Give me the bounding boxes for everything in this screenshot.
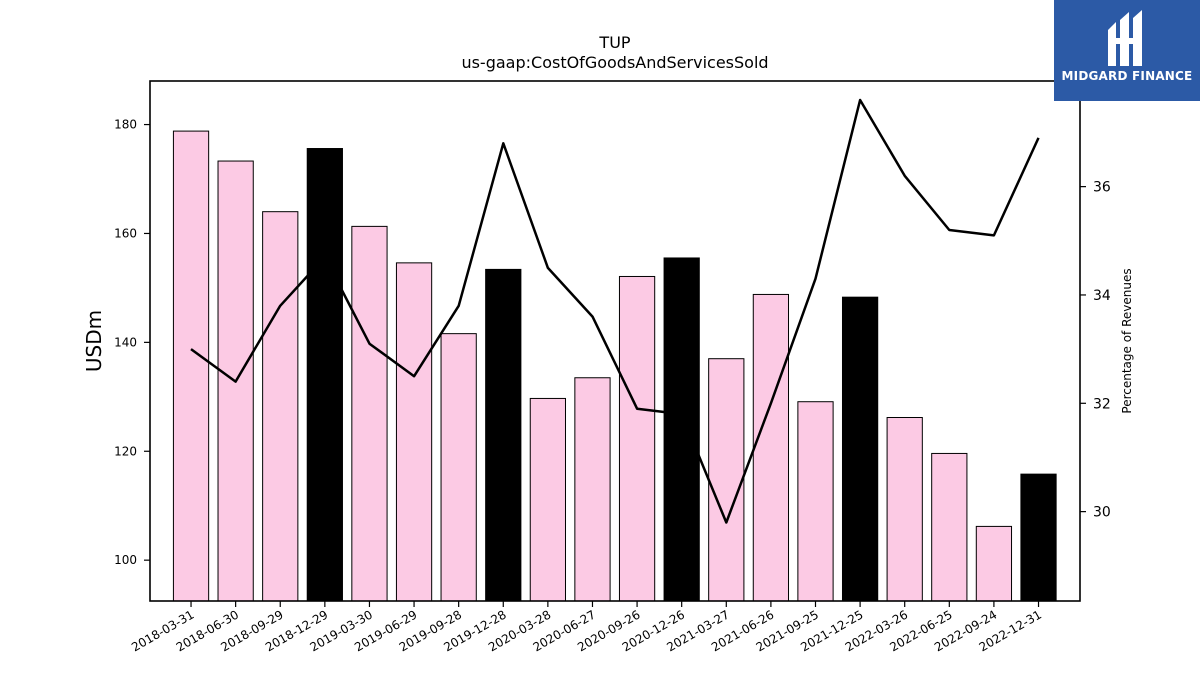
bar-2018-12-29 <box>306 148 343 602</box>
bar-2019-12-28 <box>485 268 522 602</box>
bar-2019-06-29 <box>395 262 433 602</box>
y-tick-label-120: 120 <box>114 444 137 458</box>
chart-subtitle: us-gaap:CostOfGoodsAndServicesSold <box>461 53 768 72</box>
y-tick-label-160: 160 <box>114 226 137 240</box>
bar-2020-06-27 <box>574 377 611 602</box>
bar-2022-09-24 <box>975 525 1013 602</box>
y2-tick-label-34: 34 <box>1093 288 1111 304</box>
chart-title: TUP <box>598 33 630 52</box>
bar-2019-09-28 <box>440 333 477 602</box>
y-tick-label-180: 180 <box>114 118 137 132</box>
bar-2021-03-27 <box>708 358 745 602</box>
bar-2020-09-26 <box>618 275 656 602</box>
bar-2021-12-25 <box>841 296 879 602</box>
logo-text: MIDGARD FINANCE <box>1061 69 1193 83</box>
y2-tick-label-32: 32 <box>1093 396 1111 412</box>
y2-axis-label: Percentage of Revenues <box>1120 268 1134 413</box>
logo-mark-icon <box>1108 10 1142 66</box>
bar-2021-09-25 <box>797 401 834 602</box>
bar-2022-06-25 <box>931 452 968 602</box>
bar-2021-06-26 <box>752 293 790 602</box>
line-group <box>190 98 1040 524</box>
bar-2022-03-26 <box>886 417 923 602</box>
bar-2020-03-28 <box>529 397 566 602</box>
y2-tick-label-30: 30 <box>1093 505 1111 521</box>
bars-group <box>172 130 1057 602</box>
y-tick-label-140: 140 <box>114 335 137 349</box>
plot-frame <box>149 80 1081 602</box>
percentage-line <box>190 98 1040 524</box>
brand-logo: MIDGARD FINANCE <box>1054 0 1200 101</box>
bar-2019-03-30 <box>351 225 388 602</box>
bar-2018-03-31 <box>172 130 210 602</box>
bar-2022-12-31 <box>1020 473 1057 602</box>
bar-2018-09-29 <box>262 211 299 602</box>
y2-tick-label-36: 36 <box>1093 180 1111 196</box>
bar-2020-12-26 <box>663 257 700 602</box>
y-axis-label: USDm <box>82 310 106 372</box>
y-tick-label-100: 100 <box>114 553 137 567</box>
